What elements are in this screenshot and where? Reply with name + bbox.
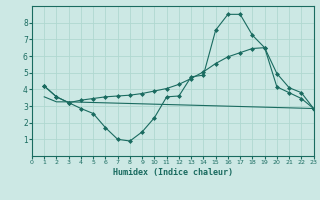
X-axis label: Humidex (Indice chaleur): Humidex (Indice chaleur) <box>113 168 233 177</box>
